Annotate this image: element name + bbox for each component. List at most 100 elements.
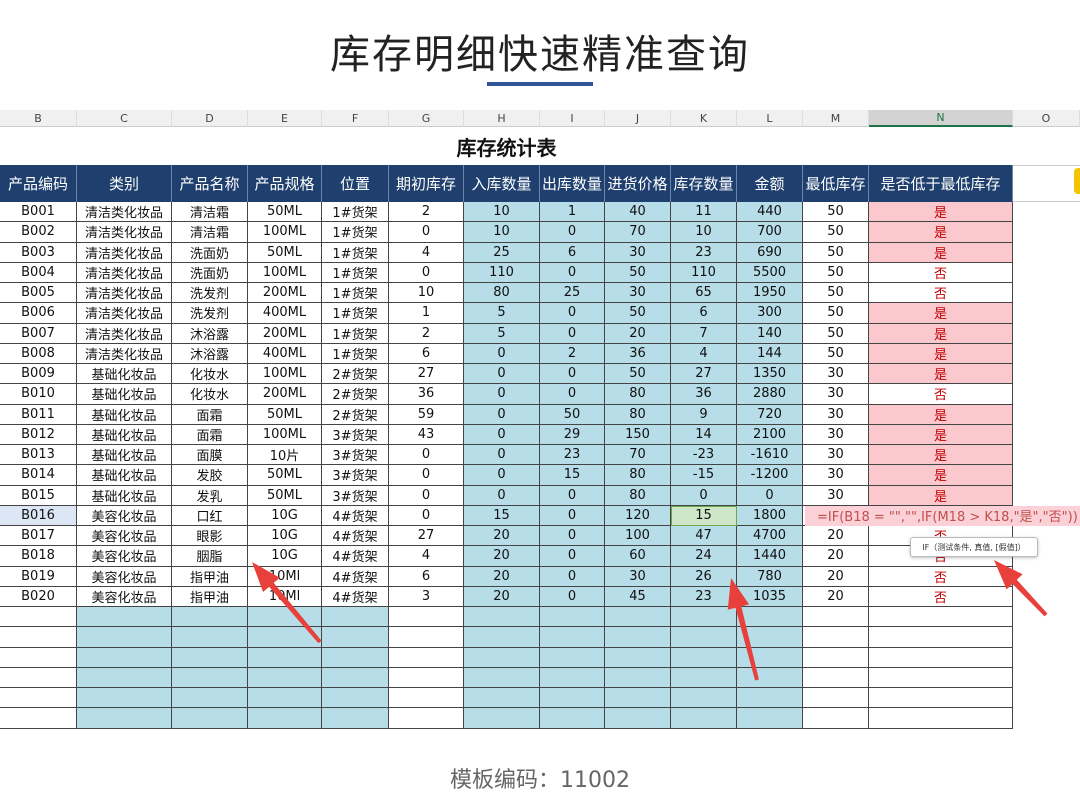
table-cell: 43 [389, 424, 464, 445]
table-cell: 59 [389, 404, 464, 425]
empty-cell [322, 667, 389, 688]
column-letter: B [0, 110, 77, 127]
empty-cell [172, 607, 248, 628]
column-letter: F [322, 110, 389, 127]
table-cell: 150 [605, 424, 671, 445]
footer: 模板编码：11002 [450, 768, 630, 793]
table-cell: 50ML [248, 465, 322, 486]
table-cell: 清洁类化妆品 [77, 323, 172, 344]
table-cell: 洗发剂 [172, 303, 248, 324]
table-cell: B013 [0, 445, 77, 466]
table-cell: 10Ml [248, 586, 322, 607]
table-cell: 0 [464, 364, 540, 385]
table-cell: 27 [389, 526, 464, 547]
table-cell: 50 [803, 242, 869, 263]
table-cell: 美容化妆品 [77, 586, 172, 607]
table-cell: 是 [869, 445, 1013, 466]
table-cell: 700 [737, 222, 803, 243]
table-cell: 200ML [248, 384, 322, 405]
table-cell: 50ML [248, 485, 322, 506]
table-cell: 3#货架 [322, 465, 389, 486]
table-cell: 0 [389, 465, 464, 486]
table-cell: 4 [389, 546, 464, 567]
table-cell: 80 [605, 404, 671, 425]
table-cell: 1800 [737, 505, 803, 526]
empty-cell [464, 607, 540, 628]
column-letter: M [803, 110, 869, 127]
empty-cell [464, 708, 540, 729]
table-cell: 0 [540, 505, 605, 526]
page-title: 库存明细快速精准查询 [330, 32, 750, 78]
yellow-marker [1074, 168, 1080, 194]
empty-cell [0, 627, 77, 648]
table-cell: B004 [0, 262, 77, 283]
table-cell: 化妆水 [172, 364, 248, 385]
table-cell: 10G [248, 505, 322, 526]
table-cell: 20 [605, 323, 671, 344]
column-letter: J [605, 110, 671, 127]
table-cell: 70 [605, 222, 671, 243]
table-cell: 20 [803, 546, 869, 567]
empty-cell [605, 708, 671, 729]
empty-cell [540, 708, 605, 729]
table-cell: 120 [605, 505, 671, 526]
table-cell: 基础化妆品 [77, 384, 172, 405]
table-cell: 是 [869, 424, 1013, 445]
table-cell: 3#货架 [322, 485, 389, 506]
table-cell: 100ML [248, 424, 322, 445]
table-cell: 面霜 [172, 424, 248, 445]
table-cell: B010 [0, 384, 77, 405]
header-cell: 产品规格 [248, 165, 322, 202]
empty-cell [671, 667, 737, 688]
empty-cell [737, 607, 803, 628]
table-cell: 眼影 [172, 526, 248, 547]
table-cell: 40 [605, 202, 671, 223]
empty-cell [737, 667, 803, 688]
table-cell: 0 [464, 424, 540, 445]
table-cell: 400ML [248, 303, 322, 324]
column-letter: D [172, 110, 248, 127]
table-cell: 0 [389, 222, 464, 243]
table-cell: 否 [869, 283, 1013, 304]
empty-cell [172, 627, 248, 648]
empty-cell [737, 688, 803, 709]
table-cell: B006 [0, 303, 77, 324]
table-cell: 9 [671, 404, 737, 425]
table-cell: 发乳 [172, 485, 248, 506]
empty-cell [464, 688, 540, 709]
empty-cell [0, 688, 77, 709]
table-cell: 144 [737, 343, 803, 364]
table-cell: 27 [671, 364, 737, 385]
table-cell: 2 [389, 202, 464, 223]
table-cell: 1950 [737, 283, 803, 304]
empty-cell [605, 607, 671, 628]
table-cell: 300 [737, 303, 803, 324]
column-letter: O [1013, 110, 1080, 127]
table-cell: 是 [869, 364, 1013, 385]
table-cell: 洗面奶 [172, 262, 248, 283]
table-cell: B020 [0, 586, 77, 607]
table-cell: 胭脂 [172, 546, 248, 567]
formula-edit: =IF(B18 = "","",IF(M18 > K18,"是","否")) [805, 505, 1080, 526]
table-cell: 3#货架 [322, 424, 389, 445]
empty-cell [803, 708, 869, 729]
table-cell: 6 [540, 242, 605, 263]
table-cell: 4#货架 [322, 526, 389, 547]
table-cell: 指甲油 [172, 566, 248, 587]
table-cell: 4#货架 [322, 505, 389, 526]
table-cell: 20 [803, 566, 869, 587]
table-cell: 0 [671, 485, 737, 506]
empty-cell [671, 627, 737, 648]
table-cell: 0 [540, 364, 605, 385]
empty-cell [737, 627, 803, 648]
empty-cell [869, 708, 1013, 729]
table-cell: 0 [464, 445, 540, 466]
table-cell: 50 [803, 222, 869, 243]
table-cell: 5500 [737, 262, 803, 283]
table-cell: 否 [869, 384, 1013, 405]
empty-cell [389, 647, 464, 668]
empty-cell [322, 627, 389, 648]
table-cell: 23 [540, 445, 605, 466]
empty-cell [248, 607, 322, 628]
table-cell: 100ML [248, 222, 322, 243]
